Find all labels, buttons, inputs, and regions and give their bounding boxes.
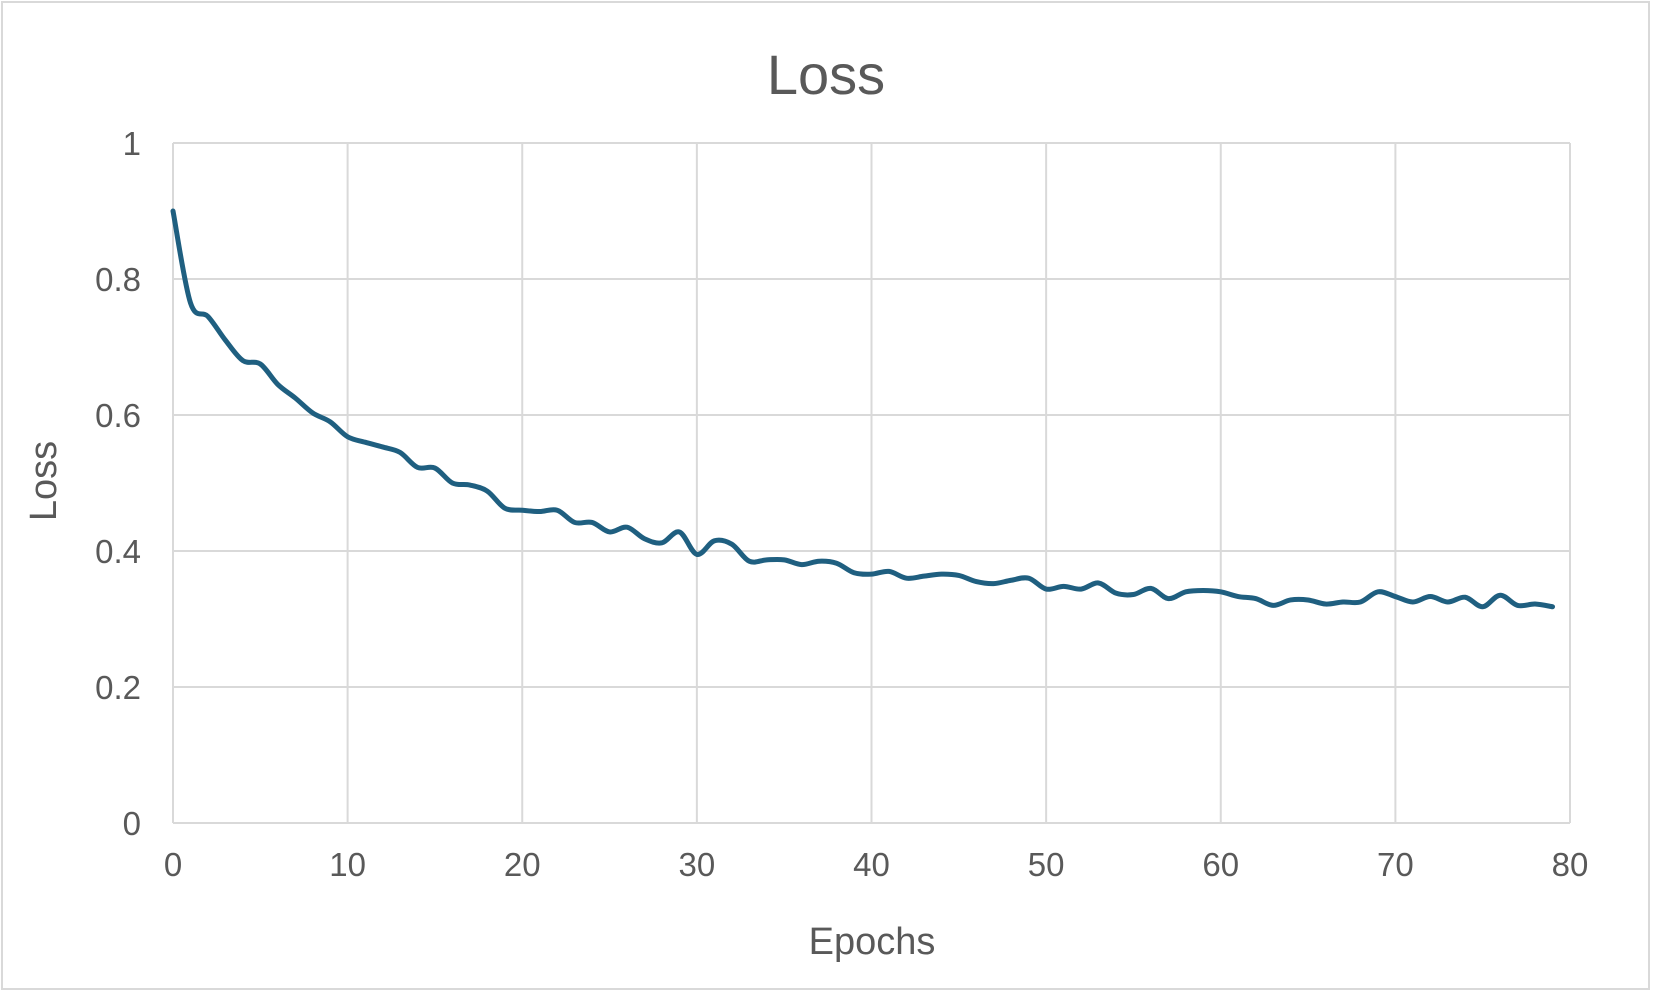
y-tick-label: 0.4 xyxy=(95,533,141,570)
chart-title: Loss xyxy=(767,43,885,106)
gridlines xyxy=(172,142,1571,824)
x-tick-label: 60 xyxy=(1202,846,1239,883)
y-tick-label: 1 xyxy=(123,125,141,162)
y-tick-label: 0 xyxy=(123,805,141,842)
y-tick-label: 0.2 xyxy=(95,669,141,706)
loss-series-line xyxy=(170,208,1556,610)
x-tick-label: 50 xyxy=(1028,846,1065,883)
y-tick-label: 0.6 xyxy=(95,397,141,434)
x-tick-label: 80 xyxy=(1552,846,1589,883)
x-tick-label: 20 xyxy=(504,846,541,883)
x-tick-label: 30 xyxy=(679,846,716,883)
x-tick-label: 0 xyxy=(164,846,182,883)
x-tick-label: 70 xyxy=(1377,846,1414,883)
y-axis-title: Loss xyxy=(23,441,65,521)
x-tick-label: 10 xyxy=(329,846,366,883)
tick-labels: 0 10 20 30 40 50 60 70 80 0 0.2 0.4 0.6 0.8 1 xyxy=(95,125,1588,883)
y-tick-label: 0.8 xyxy=(95,261,141,298)
x-tick-label: 40 xyxy=(853,846,890,883)
series-layer xyxy=(170,208,1556,610)
x-axis-title: Epochs xyxy=(809,921,936,963)
